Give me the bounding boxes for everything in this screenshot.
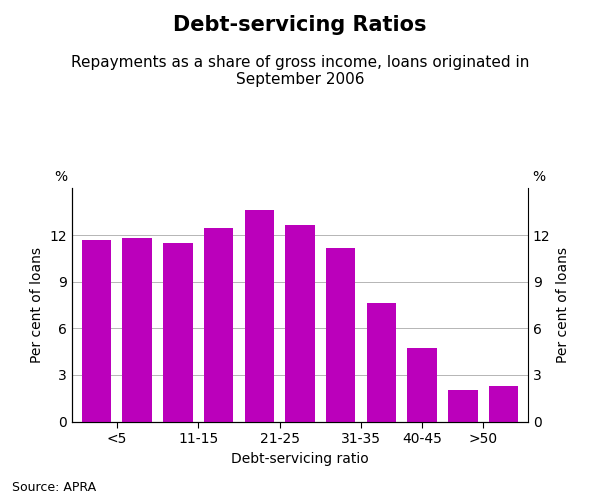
Bar [448, 390, 478, 422]
Text: %: % [533, 170, 545, 184]
Text: Repayments as a share of gross income, loans originated in
September 2006: Repayments as a share of gross income, l… [71, 55, 529, 87]
Bar [407, 348, 437, 422]
Y-axis label: Per cent of loans: Per cent of loans [556, 247, 570, 363]
Bar [122, 238, 152, 422]
Bar [204, 228, 233, 422]
Text: Debt-servicing Ratios: Debt-servicing Ratios [173, 15, 427, 35]
X-axis label: Debt-servicing ratio: Debt-servicing ratio [231, 451, 369, 466]
Y-axis label: Per cent of loans: Per cent of loans [30, 247, 44, 363]
Bar [163, 243, 193, 422]
Text: Source: APRA: Source: APRA [12, 481, 96, 494]
Bar [82, 240, 111, 422]
Text: %: % [55, 170, 67, 184]
Bar [245, 210, 274, 422]
Bar [489, 386, 518, 422]
Bar [286, 225, 314, 422]
Bar [367, 304, 396, 422]
Bar [326, 248, 355, 422]
